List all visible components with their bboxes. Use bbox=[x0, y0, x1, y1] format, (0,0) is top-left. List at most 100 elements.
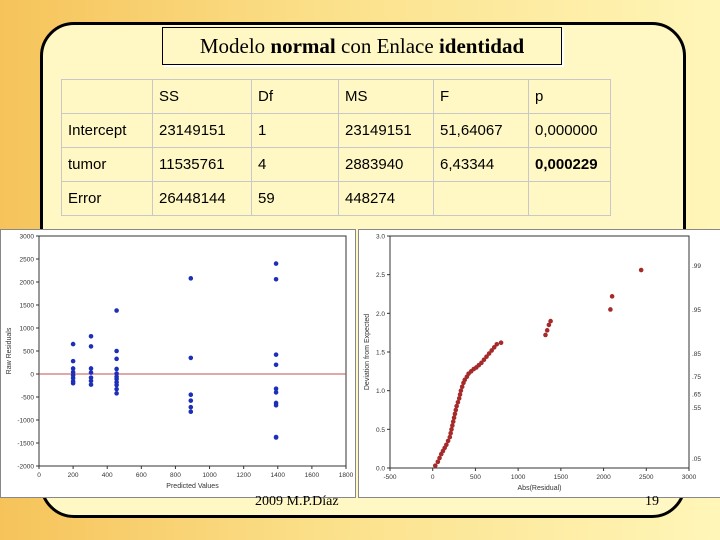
data-point bbox=[273, 386, 279, 392]
y-tick-label: 0 bbox=[30, 372, 34, 379]
plot-area bbox=[38, 235, 347, 467]
data-point bbox=[273, 362, 279, 368]
x-axis-label: Predicted Values bbox=[166, 483, 219, 490]
data-point bbox=[548, 318, 553, 324]
data-point bbox=[491, 345, 497, 350]
table-header-row: SS Df MS F p bbox=[61, 79, 611, 114]
table-cell: 11535761 bbox=[152, 147, 252, 182]
y-tick-label: 2.0 bbox=[376, 311, 385, 318]
data-point bbox=[458, 388, 464, 393]
data-point bbox=[447, 434, 453, 440]
y-tick-label: 2500 bbox=[20, 257, 35, 264]
table-cell bbox=[528, 181, 611, 216]
right-tick-label: .85 bbox=[692, 351, 701, 358]
data-point bbox=[544, 328, 550, 333]
page-number: 19 bbox=[645, 494, 659, 509]
right-tick-label: .05 bbox=[692, 456, 701, 463]
y-tick-label: -2000 bbox=[17, 464, 34, 471]
data-point bbox=[449, 427, 454, 432]
data-point bbox=[546, 322, 552, 328]
y-axis-label: Deviation from Expected bbox=[364, 314, 371, 390]
right-tick-label: .75 bbox=[692, 374, 701, 381]
y-tick-label: 0.5 bbox=[376, 427, 385, 434]
x-tick-label: 1000 bbox=[202, 472, 217, 479]
data-point bbox=[114, 308, 119, 313]
table-header-cell: Df bbox=[251, 79, 339, 114]
table-cell: 4 bbox=[251, 147, 339, 182]
data-point bbox=[188, 392, 194, 397]
data-point bbox=[432, 463, 438, 468]
data-point bbox=[452, 411, 458, 417]
data-point bbox=[444, 442, 449, 448]
table-cell: 0,000229 bbox=[528, 147, 611, 182]
residuals-plot-svg: 0 200 400 600 800 1000 1200 1400 1600 1800 -2000 -1… bbox=[6, 234, 354, 491]
data-point bbox=[114, 391, 119, 396]
right-tick-label: .99 bbox=[692, 263, 701, 270]
x-tick-label: 0 bbox=[431, 474, 435, 481]
half-normal-plot: -500 0 500 1000 1500 2000 2500 3000 3.0 2.5 2.0 1.5… bbox=[358, 229, 720, 498]
y-tick-label: 3.0 bbox=[376, 234, 385, 241]
anova-table: SS Df MS F p Intercept 23149151 1 231491… bbox=[61, 79, 611, 216]
data-point bbox=[450, 419, 456, 424]
data-point bbox=[70, 369, 76, 375]
y-tick-label: -500 bbox=[21, 395, 34, 402]
data-point bbox=[70, 380, 76, 386]
data-point bbox=[188, 404, 194, 410]
data-point bbox=[88, 375, 94, 380]
data-point bbox=[486, 351, 492, 356]
data-point bbox=[88, 370, 94, 375]
table-cell bbox=[433, 181, 529, 216]
data-point bbox=[273, 390, 279, 395]
table-header-cell: SS bbox=[152, 79, 252, 114]
x-tick-label: 2000 bbox=[596, 474, 611, 481]
data-point bbox=[88, 344, 94, 349]
data-point bbox=[459, 384, 465, 390]
table-cell: 59 bbox=[251, 181, 339, 216]
data-point bbox=[114, 376, 119, 382]
x-tick-label: 1500 bbox=[554, 474, 569, 481]
data-point bbox=[70, 375, 76, 381]
x-tick-label: 1200 bbox=[236, 472, 251, 479]
x-tick-label: 0 bbox=[37, 472, 41, 479]
x-tick-label: 600 bbox=[136, 472, 147, 479]
table-cell: 2883940 bbox=[338, 147, 434, 182]
table-header-cell: F bbox=[433, 79, 529, 114]
data-point bbox=[498, 340, 504, 346]
half-normal-plot-svg: -500 0 500 1000 1500 2000 2500 3000 3.0 2.5 2.0 1.5… bbox=[364, 234, 701, 493]
table-cell: 0,000000 bbox=[528, 113, 611, 148]
table-cell: 23149151 bbox=[152, 113, 252, 148]
residuals-plot: 0 200 400 600 800 1000 1200 1400 1600 1800 -2000 -1… bbox=[0, 229, 356, 498]
table-cell: 51,64067 bbox=[433, 113, 529, 148]
data-point bbox=[273, 402, 279, 408]
data-point bbox=[448, 430, 453, 436]
data-point bbox=[88, 382, 94, 387]
y-tick-label: 500 bbox=[23, 349, 34, 356]
data-point bbox=[435, 459, 441, 465]
y-tick-label: 1500 bbox=[20, 303, 35, 310]
data-point bbox=[455, 399, 461, 405]
y-tick-label: 2000 bbox=[20, 280, 35, 287]
table-cell: 23149151 bbox=[338, 113, 434, 148]
data-point bbox=[88, 378, 94, 384]
y-tick-label: -1500 bbox=[17, 441, 34, 448]
y-tick-label: 3000 bbox=[20, 234, 35, 241]
data-point bbox=[188, 355, 194, 361]
data-point bbox=[188, 409, 194, 415]
table-cell: tumor bbox=[61, 147, 153, 182]
table-cell: Error bbox=[61, 181, 153, 216]
x-axis-label: Abs(Residual) bbox=[518, 485, 562, 492]
data-point bbox=[188, 398, 194, 403]
y-tick-label: 1.5 bbox=[376, 350, 385, 357]
data-point bbox=[70, 341, 76, 347]
x-tick-label: 800 bbox=[170, 472, 181, 479]
data-point bbox=[457, 392, 463, 397]
data-point bbox=[543, 332, 548, 338]
table-row: tumor 11535761 4 2883940 6,43344 0,00022… bbox=[61, 147, 611, 182]
data-point bbox=[114, 382, 119, 388]
data-point bbox=[114, 348, 119, 354]
x-tick-label: 500 bbox=[470, 474, 481, 481]
right-tick-label: .55 bbox=[692, 405, 701, 412]
plot-area bbox=[389, 235, 690, 469]
table-cell: 448274 bbox=[338, 181, 434, 216]
table-header-cell: p bbox=[528, 79, 611, 114]
